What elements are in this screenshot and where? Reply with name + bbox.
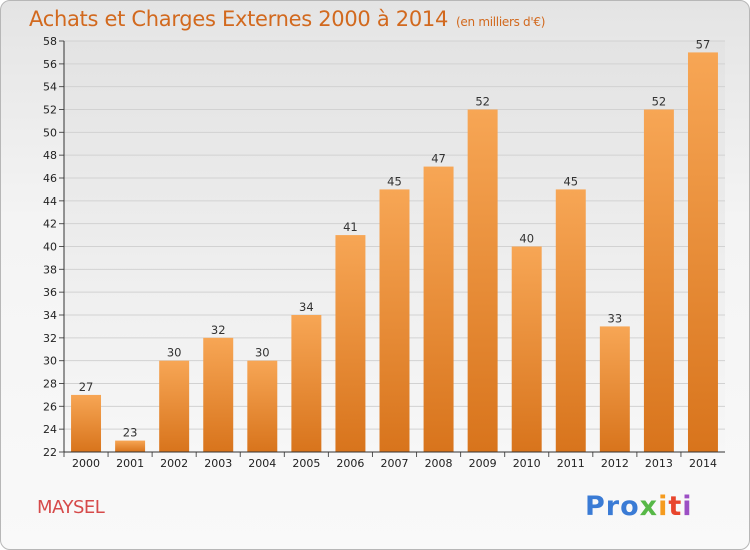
bar [291,315,322,452]
y-tick-label: 50 [43,126,57,139]
y-tick-label: 26 [43,400,57,413]
x-tick-label: 2000 [72,457,100,470]
y-tick-label: 58 [43,35,57,48]
bar [247,360,278,452]
x-tick-label: 2005 [292,457,320,470]
x-tick-label: 2008 [425,457,453,470]
bar [599,326,630,452]
y-tick-label: 32 [43,332,57,345]
bar-value-label: 33 [608,311,623,325]
bar [71,394,102,452]
logo-part-3: i [658,491,669,522]
y-tick-label: 34 [43,309,57,322]
y-tick-label: 44 [43,195,57,208]
y-tick-label: 24 [43,423,57,436]
bar-value-label: 40 [519,232,534,246]
bar-value-label: 45 [387,174,402,188]
bar-value-label: 34 [299,300,314,314]
y-tick-label: 56 [43,58,57,71]
y-tick-label: 36 [43,286,57,299]
commune-name: MAYSEL [37,497,105,518]
bar [555,189,586,452]
bar-value-label: 52 [475,95,490,109]
y-tick-label: 30 [43,355,57,368]
axes: 22 24 26 28 30 32 34 36 38 40 42 44 46 48 50 52 54 56 58 20… [43,35,725,470]
bar-value-label: 27 [79,380,94,394]
bar-value-label: 30 [255,346,270,360]
y-tick-label: 52 [43,104,57,117]
logo-part-2: x [639,491,659,522]
y-tick-label: 46 [43,172,57,185]
bar-value-label: 41 [343,220,358,234]
bar-value-label: 47 [431,152,446,166]
y-tick-label: 54 [43,81,57,94]
x-tick-label: 2012 [601,457,629,470]
bar [423,166,454,453]
bar-value-label: 23 [123,426,138,440]
bar [115,440,146,452]
chart-title-row: Achats et Charges Externes 2000 à 2014 (e… [29,7,545,31]
bar-value-label: 57 [696,37,711,51]
x-tick-label: 2001 [116,457,144,470]
logo-part-1: Pro [585,491,640,522]
y-tick-label: 28 [43,378,57,391]
x-tick-label: 2003 [204,457,232,470]
x-tick-label: 2006 [336,457,364,470]
proxiti-logo: Proxiti [585,491,693,522]
bar [379,189,410,452]
bar [335,235,366,452]
y-tick-label: 40 [43,241,57,254]
bar [643,109,674,452]
bar [511,246,542,452]
chart-subtitle: (en milliers d'€) [456,15,546,29]
bars: 27 23 30 32 30 34 41 45 47 52 40 45 33 52 57 [71,37,718,453]
y-tick-label: 48 [43,149,57,162]
x-tick-label: 2009 [469,457,497,470]
logo-part-5: i [682,491,693,522]
bar [159,360,190,452]
bar-value-label: 32 [211,323,226,337]
x-tick-label: 2011 [557,457,585,470]
y-tick-label: 38 [43,263,57,276]
y-tick-label: 22 [43,446,57,459]
logo-part-4: t [668,491,683,522]
x-tick-label: 2002 [160,457,188,470]
bar [467,109,498,452]
chart-title: Achats et Charges Externes 2000 à 2014 [29,7,449,31]
x-tick-label: 2014 [689,457,717,470]
y-tick-label: 42 [43,218,57,231]
bar [687,52,718,453]
x-tick-label: 2013 [645,457,673,470]
bar-value-label: 52 [652,95,667,109]
bar-value-label: 45 [563,174,578,188]
bar-value-label: 30 [167,346,182,360]
x-tick-label: 2010 [513,457,541,470]
x-tick-label: 2004 [248,457,276,470]
bar [203,337,234,452]
x-tick-label: 2007 [381,457,409,470]
